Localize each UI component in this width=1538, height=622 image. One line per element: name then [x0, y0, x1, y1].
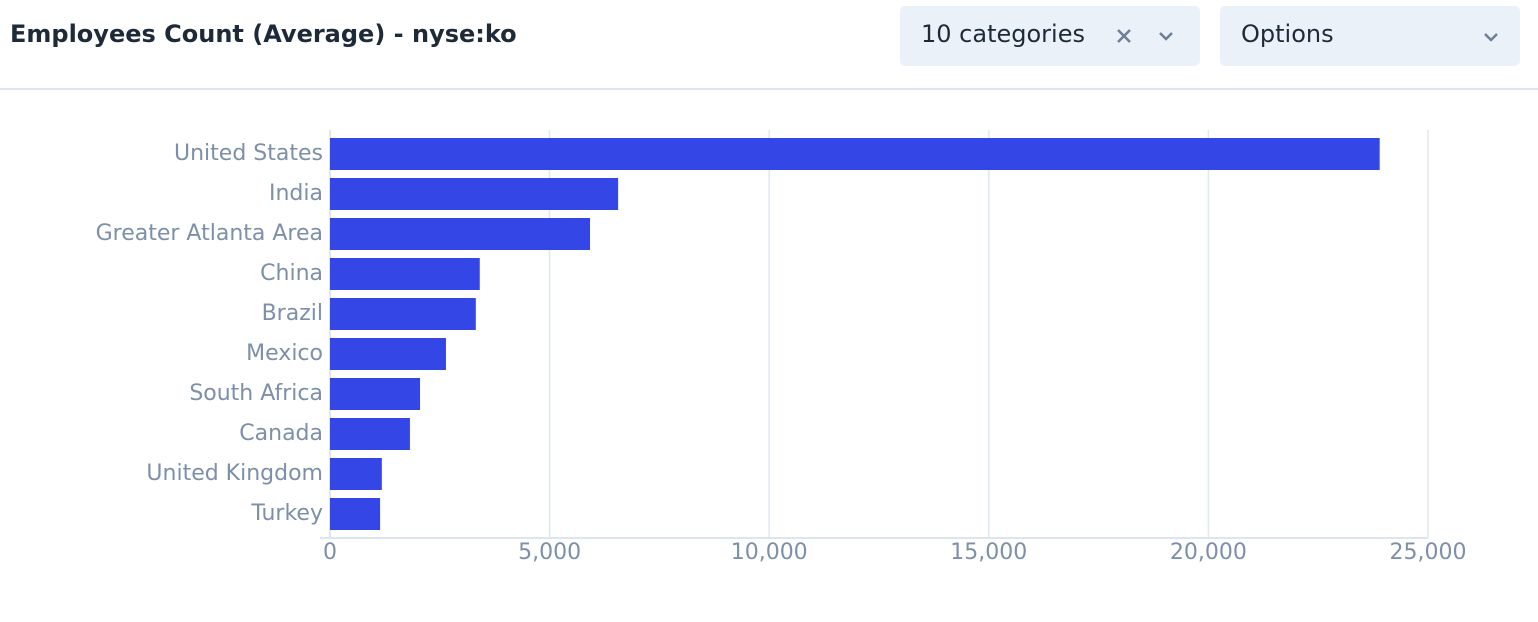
- dropdown-icons: [1484, 33, 1498, 42]
- dropdown-label: 10 categories: [921, 20, 1085, 48]
- y-tick-label: Turkey: [250, 501, 323, 526]
- x-tick-label: 0: [323, 540, 337, 565]
- y-tick-label: Mexico: [246, 341, 323, 366]
- bar: [330, 338, 446, 370]
- y-tick-label: United States: [174, 141, 323, 166]
- bar: [330, 298, 476, 330]
- y-tick-label: United Kingdom: [146, 461, 323, 486]
- bar: [330, 498, 381, 530]
- y-tick-label: Brazil: [262, 301, 323, 326]
- x-tick-label: 25,000: [1390, 540, 1467, 565]
- bar: [330, 378, 421, 410]
- options-dropdown[interactable]: Options: [1220, 6, 1520, 66]
- y-tick-label: Greater Atlanta Area: [96, 221, 323, 246]
- chart-title: Employees Count (Average) - nyse:ko: [10, 20, 517, 48]
- header: Employees Count (Average) - nyse:ko 10 c…: [0, 0, 1538, 90]
- x-tick-label: 20,000: [1170, 540, 1247, 565]
- chevron-icon: [1484, 33, 1498, 42]
- bar: [330, 418, 410, 450]
- y-tick-label: India: [269, 181, 323, 206]
- y-tick-label: China: [260, 261, 323, 286]
- dropdown-label: Options: [1241, 20, 1334, 48]
- y-tick-label: South Africa: [189, 381, 323, 406]
- y-tick-label: Canada: [239, 421, 323, 446]
- bar: [330, 138, 1380, 170]
- bar: [330, 218, 591, 250]
- bar: [330, 458, 382, 490]
- x-tick-label: 15,000: [950, 540, 1027, 565]
- bar: [330, 258, 480, 290]
- bar: [330, 178, 619, 210]
- x-tick-label: 5,000: [518, 540, 581, 565]
- clear-icon[interactable]: [1117, 29, 1131, 43]
- chart: 0 5,000 10,000 15,000 20,000 25,000 United Sta…: [96, 130, 1467, 565]
- dropdown-icons: [1117, 29, 1173, 43]
- category-dropdown[interactable]: 10 categories: [900, 6, 1200, 66]
- x-tick-label: 10,000: [731, 540, 808, 565]
- chevron-icon[interactable]: [1159, 32, 1173, 41]
